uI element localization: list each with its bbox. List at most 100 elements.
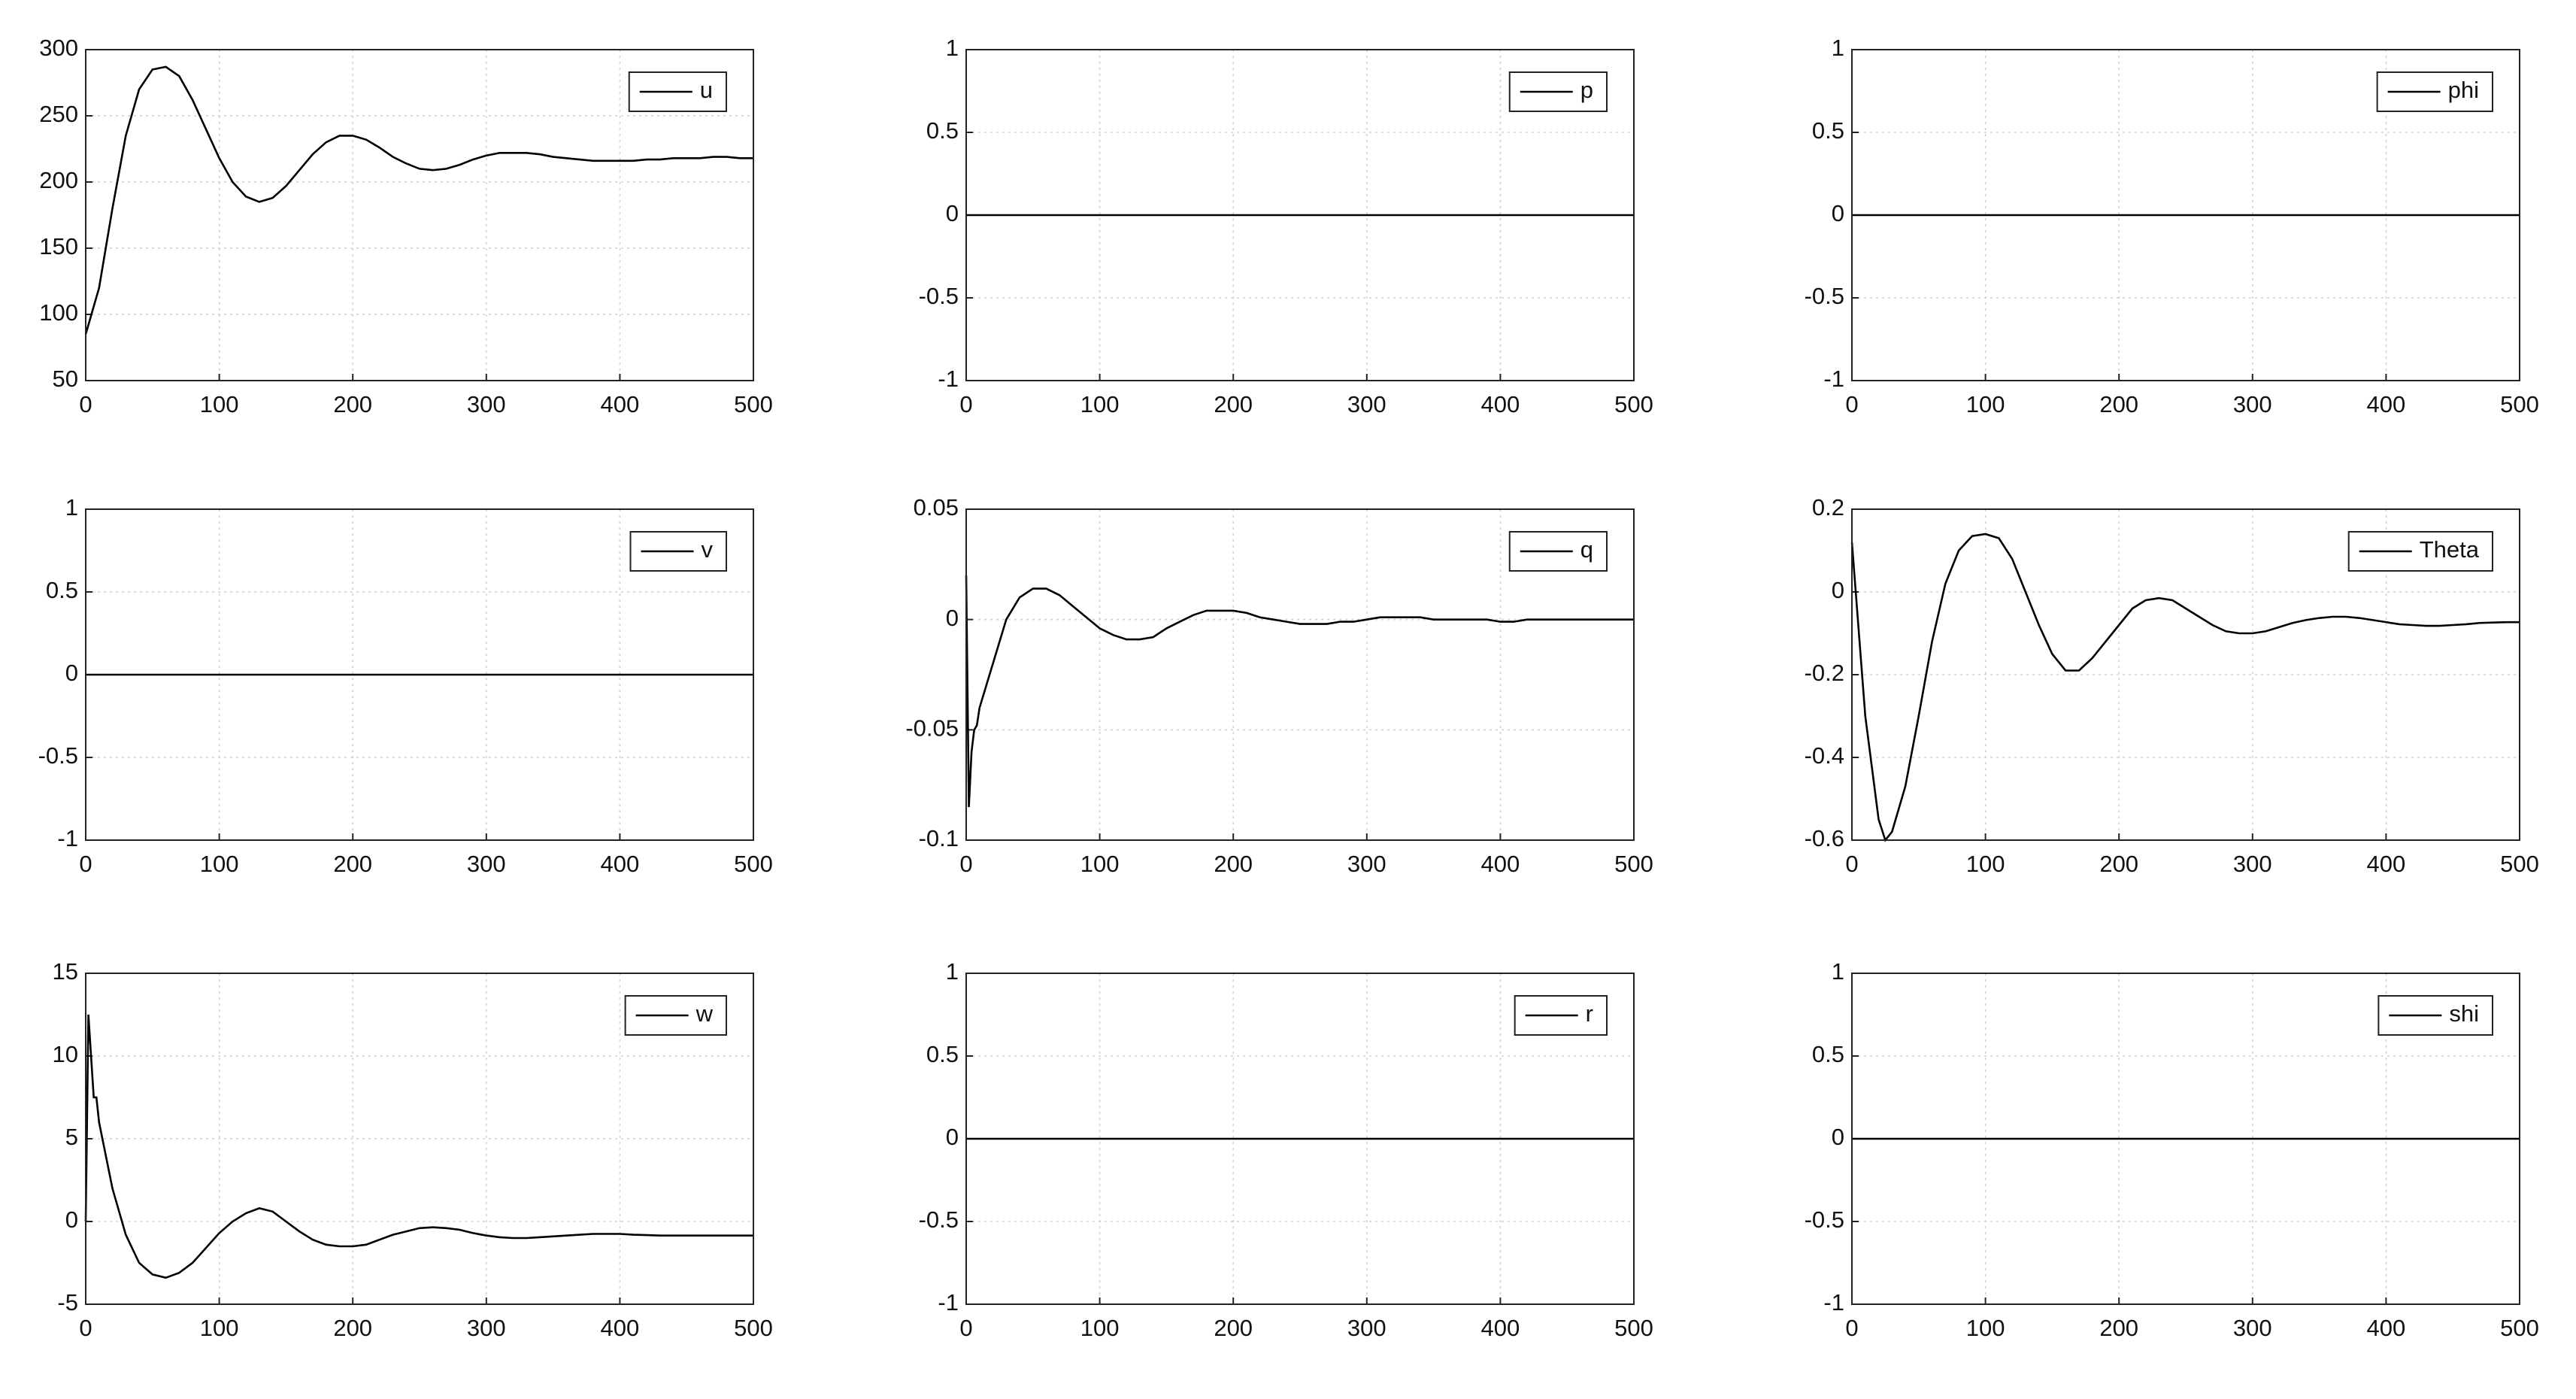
y-tick-label: 0.5 xyxy=(46,577,78,603)
y-tick-label: 0 xyxy=(1832,1124,1844,1150)
y-tick-label: 1 xyxy=(65,494,78,520)
y-tick-label: 0.5 xyxy=(1812,1041,1844,1067)
plot-frame xyxy=(85,973,754,1305)
y-tick-label: -1 xyxy=(938,1289,959,1316)
x-tick-label: 400 xyxy=(601,851,640,877)
x-tick-label: 200 xyxy=(2099,391,2138,417)
x-tick-label: 200 xyxy=(333,851,372,877)
y-tick-label: 1 xyxy=(946,35,959,61)
y-tick-label: 1 xyxy=(946,958,959,985)
legend: p xyxy=(1508,71,1608,112)
x-tick-label: 500 xyxy=(1614,1315,1653,1341)
legend: phi xyxy=(2376,71,2493,112)
legend-label: p xyxy=(1580,77,1593,103)
x-tick-label: 300 xyxy=(2233,1315,2272,1341)
y-tick-label: 0 xyxy=(65,1206,78,1233)
y-tick-label: -1 xyxy=(938,366,959,392)
y-tick-label: -1 xyxy=(1823,1289,1844,1316)
x-tick-label: 100 xyxy=(1966,851,2005,877)
x-tick-label: 500 xyxy=(1614,851,1653,877)
x-tick-label: 400 xyxy=(601,391,640,417)
x-tick-label: 0 xyxy=(959,391,972,417)
x-tick-label: 500 xyxy=(734,851,773,877)
data-line xyxy=(84,65,753,335)
y-tick-label: 100 xyxy=(39,299,78,326)
x-tick-label: 0 xyxy=(959,851,972,877)
y-tick-label: 0.5 xyxy=(926,1041,959,1067)
y-tick-label: 5 xyxy=(65,1124,78,1150)
y-tick-label: 50 xyxy=(53,366,78,392)
plot-frame xyxy=(965,973,1635,1305)
legend-label: w xyxy=(696,1000,714,1027)
y-tick-label: 15 xyxy=(53,958,78,985)
x-tick-label: 400 xyxy=(2367,391,2406,417)
x-tick-label: 300 xyxy=(467,1315,506,1341)
y-tick-label: 0.5 xyxy=(926,117,959,144)
x-tick-label: 0 xyxy=(1845,391,1858,417)
subplot: 0 100 200 300 400 500 -1 -0.5 0 0.5 1 v xyxy=(38,494,773,877)
plot-frame xyxy=(965,508,1635,841)
legend-label: shi xyxy=(2449,1000,2479,1027)
y-tick-label: 0.5 xyxy=(1812,117,1844,144)
legend: u xyxy=(628,71,727,112)
x-tick-label: 300 xyxy=(1347,851,1386,877)
legend-label: Theta xyxy=(2420,536,2480,563)
y-tick-label: -0.5 xyxy=(1805,283,1844,309)
subplot: 0 100 200 300 400 500 -1 -0.5 0 0.5 1 shi xyxy=(1805,958,2539,1341)
y-tick-label: 250 xyxy=(39,101,78,127)
x-tick-label: 200 xyxy=(333,391,372,417)
legend-label: r xyxy=(1586,1000,1593,1027)
x-tick-label: 100 xyxy=(1966,391,2005,417)
data-line xyxy=(1850,533,2520,842)
x-tick-label: 100 xyxy=(1080,851,1120,877)
y-tick-label: -1 xyxy=(57,825,78,851)
legend: q xyxy=(1508,531,1608,572)
x-tick-label: 200 xyxy=(1214,391,1253,417)
y-tick-label: -0.05 xyxy=(905,715,959,742)
x-tick-label: 0 xyxy=(79,391,92,417)
x-tick-label: 400 xyxy=(1481,391,1520,417)
x-tick-label: 100 xyxy=(200,391,239,417)
data-line xyxy=(965,575,1634,808)
x-tick-label: 400 xyxy=(1481,851,1520,877)
plot-frame xyxy=(85,508,754,841)
x-tick-label: 100 xyxy=(200,851,239,877)
y-tick-label: 0.2 xyxy=(1812,494,1844,520)
x-tick-label: 400 xyxy=(2367,1315,2406,1341)
y-tick-label: -0.5 xyxy=(1805,1206,1844,1233)
y-tick-label: -0.4 xyxy=(1805,742,1844,769)
x-tick-label: 200 xyxy=(1214,851,1253,877)
legend: Theta xyxy=(2347,531,2493,572)
x-tick-label: 300 xyxy=(467,851,506,877)
x-tick-label: 200 xyxy=(333,1315,372,1341)
y-tick-label: 0 xyxy=(1832,200,1844,226)
y-tick-label: 10 xyxy=(53,1041,78,1067)
y-tick-label: -0.5 xyxy=(38,742,78,769)
y-tick-label: 0 xyxy=(1832,577,1844,603)
x-tick-label: 100 xyxy=(1080,1315,1120,1341)
x-tick-label: 100 xyxy=(200,1315,239,1341)
legend: w xyxy=(624,995,727,1036)
plot-frame xyxy=(1851,49,2520,381)
legend: shi xyxy=(2377,995,2493,1036)
legend: r xyxy=(1514,995,1608,1036)
x-tick-label: 400 xyxy=(2367,851,2406,877)
subplot: 0 100 200 300 400 500 -0.1 -0.05 0 0.05 q xyxy=(905,494,1653,877)
x-tick-label: 500 xyxy=(734,391,773,417)
y-tick-label: 300 xyxy=(39,35,78,61)
x-tick-label: 500 xyxy=(734,1315,773,1341)
subplot: 0 100 200 300 400 500 50 100 150 200 250 300 u xyxy=(39,35,773,417)
y-tick-label: -0.5 xyxy=(919,283,959,309)
x-tick-label: 200 xyxy=(1214,1315,1253,1341)
x-tick-label: 300 xyxy=(467,391,506,417)
y-tick-label: 200 xyxy=(39,167,78,193)
x-tick-label: 100 xyxy=(1080,391,1120,417)
legend: v xyxy=(629,531,727,572)
x-tick-label: 500 xyxy=(2500,1315,2539,1341)
y-tick-label: 1 xyxy=(1832,35,1844,61)
x-tick-label: 200 xyxy=(2099,851,2138,877)
x-tick-label: 500 xyxy=(1614,391,1653,417)
x-tick-label: 300 xyxy=(1347,391,1386,417)
legend-label: q xyxy=(1580,536,1593,563)
